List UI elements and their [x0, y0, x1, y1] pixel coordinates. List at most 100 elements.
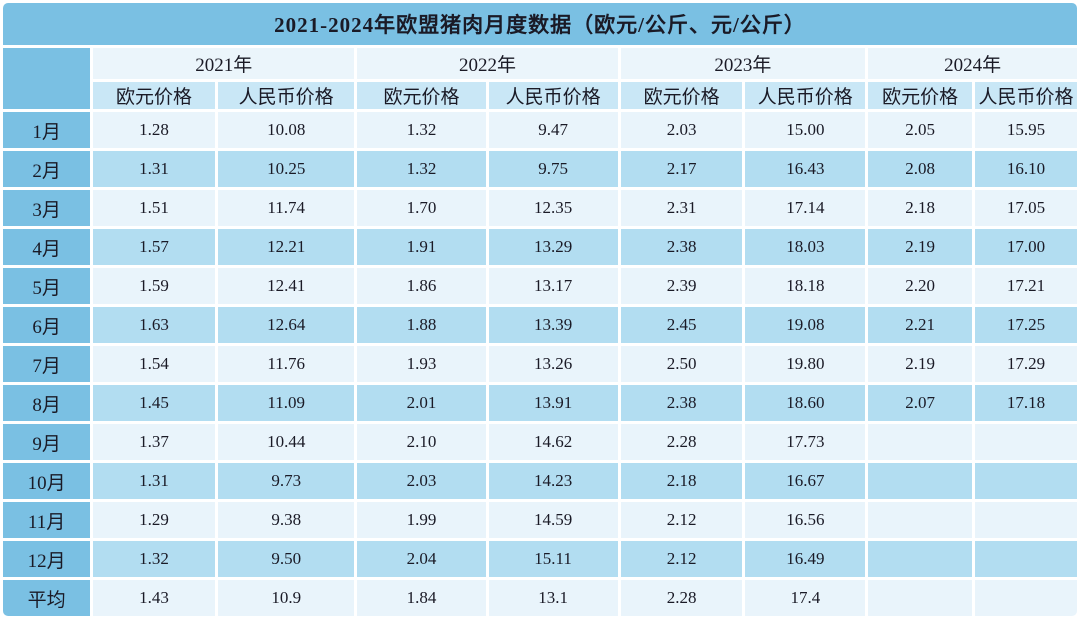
- value-cell: 17.4: [745, 580, 866, 616]
- row-label: 3月: [3, 190, 91, 226]
- row-label: 6月: [3, 307, 91, 343]
- value-cell: 1.31: [93, 151, 215, 187]
- value-cell: 9.38: [217, 502, 355, 538]
- value-cell: 2.50: [620, 346, 743, 382]
- value-cell: 17.29: [975, 346, 1077, 382]
- value-cell: 2.39: [620, 268, 743, 304]
- table-title: 2021-2024年欧盟猪肉月度数据（欧元/公斤、元/公斤）: [3, 3, 1077, 45]
- value-cell: 11.76: [217, 346, 355, 382]
- value-cell: 10.44: [217, 424, 355, 460]
- value-cell: 18.60: [745, 385, 866, 421]
- value-cell: 1.93: [357, 346, 486, 382]
- table-row: 7月 1.54 11.76 1.93 13.26 2.50 19.80 2.19 17.29: [3, 346, 1077, 382]
- value-cell: 1.45: [93, 385, 215, 421]
- value-cell: 17.18: [975, 385, 1077, 421]
- value-cell: 2.45: [620, 307, 743, 343]
- value-cell: 17.05: [975, 190, 1077, 226]
- eur-price-subheader: 欧元价格: [620, 82, 743, 109]
- value-cell: 2.07: [868, 385, 973, 421]
- table-row: 11月 1.29 9.38 1.99 14.59 2.12 16.56: [3, 502, 1077, 538]
- cny-price-subheader: 人民币价格: [217, 82, 355, 109]
- cny-price-subheader: 人民币价格: [975, 82, 1077, 109]
- value-cell: 11.09: [217, 385, 355, 421]
- value-cell: [868, 463, 973, 499]
- value-cell: 16.56: [745, 502, 866, 538]
- table-row: 1月 1.28 10.08 1.32 9.47 2.03 15.00 2.05 15.95: [3, 112, 1077, 148]
- value-cell: [868, 541, 973, 577]
- value-cell: 2.31: [620, 190, 743, 226]
- value-cell: 11.74: [217, 190, 355, 226]
- value-cell: 2.20: [868, 268, 973, 304]
- row-label: 7月: [3, 346, 91, 382]
- value-cell: [975, 502, 1077, 538]
- row-label: 5月: [3, 268, 91, 304]
- value-cell: 2.05: [868, 112, 973, 148]
- value-cell: 2.17: [620, 151, 743, 187]
- value-cell: 9.75: [488, 151, 618, 187]
- value-cell: 17.25: [975, 307, 1077, 343]
- eur-price-subheader: 欧元价格: [868, 82, 973, 109]
- value-cell: 13.17: [488, 268, 618, 304]
- value-cell: 2.08: [868, 151, 973, 187]
- value-cell: 2.10: [357, 424, 486, 460]
- value-cell: [868, 580, 973, 616]
- value-cell: 14.62: [488, 424, 618, 460]
- value-cell: 17.14: [745, 190, 866, 226]
- value-cell: 2.18: [868, 190, 973, 226]
- table-row: 8月 1.45 11.09 2.01 13.91 2.38 18.60 2.07 17.18: [3, 385, 1077, 421]
- table-row: 5月 1.59 12.41 1.86 13.17 2.39 18.18 2.20 17.21: [3, 268, 1077, 304]
- value-cell: 2.01: [357, 385, 486, 421]
- value-cell: 1.63: [93, 307, 215, 343]
- value-cell: 1.84: [357, 580, 486, 616]
- value-cell: 1.37: [93, 424, 215, 460]
- year-header: 2022年: [357, 48, 618, 79]
- value-cell: 17.21: [975, 268, 1077, 304]
- value-cell: 2.19: [868, 229, 973, 265]
- value-cell: 2.18: [620, 463, 743, 499]
- value-cell: 1.32: [357, 112, 486, 148]
- year-header: 2024年: [868, 48, 1077, 79]
- value-cell: 16.43: [745, 151, 866, 187]
- value-cell: 12.35: [488, 190, 618, 226]
- value-cell: 18.03: [745, 229, 866, 265]
- value-cell: 1.43: [93, 580, 215, 616]
- table-row: 12月 1.32 9.50 2.04 15.11 2.12 16.49: [3, 541, 1077, 577]
- eur-price-subheader: 欧元价格: [93, 82, 215, 109]
- value-cell: 9.47: [488, 112, 618, 148]
- row-label: 8月: [3, 385, 91, 421]
- value-cell: [868, 502, 973, 538]
- value-cell: 2.28: [620, 580, 743, 616]
- table-row: 9月 1.37 10.44 2.10 14.62 2.28 17.73: [3, 424, 1077, 460]
- value-cell: 10.08: [217, 112, 355, 148]
- row-label: 4月: [3, 229, 91, 265]
- value-cell: 2.04: [357, 541, 486, 577]
- row-label: 平均: [3, 580, 91, 616]
- value-cell: 14.59: [488, 502, 618, 538]
- value-cell: 1.57: [93, 229, 215, 265]
- value-cell: 10.9: [217, 580, 355, 616]
- value-cell: 15.11: [488, 541, 618, 577]
- value-cell: 13.26: [488, 346, 618, 382]
- value-cell: 16.49: [745, 541, 866, 577]
- value-cell: 12.21: [217, 229, 355, 265]
- row-label: 11月: [3, 502, 91, 538]
- value-cell: 2.12: [620, 541, 743, 577]
- table-row: 平均 1.43 10.9 1.84 13.1 2.28 17.4: [3, 580, 1077, 616]
- value-cell: 2.03: [357, 463, 486, 499]
- value-cell: 18.18: [745, 268, 866, 304]
- table-row: 10月 1.31 9.73 2.03 14.23 2.18 16.67: [3, 463, 1077, 499]
- cny-price-subheader: 人民币价格: [745, 82, 866, 109]
- value-cell: [975, 424, 1077, 460]
- corner-cell: [3, 48, 91, 109]
- value-cell: 1.91: [357, 229, 486, 265]
- value-cell: 1.88: [357, 307, 486, 343]
- value-cell: 1.54: [93, 346, 215, 382]
- value-cell: 9.73: [217, 463, 355, 499]
- value-cell: 10.25: [217, 151, 355, 187]
- eur-price-subheader: 欧元价格: [357, 82, 486, 109]
- value-cell: 16.10: [975, 151, 1077, 187]
- row-label: 9月: [3, 424, 91, 460]
- value-cell: 13.39: [488, 307, 618, 343]
- value-cell: 2.19: [868, 346, 973, 382]
